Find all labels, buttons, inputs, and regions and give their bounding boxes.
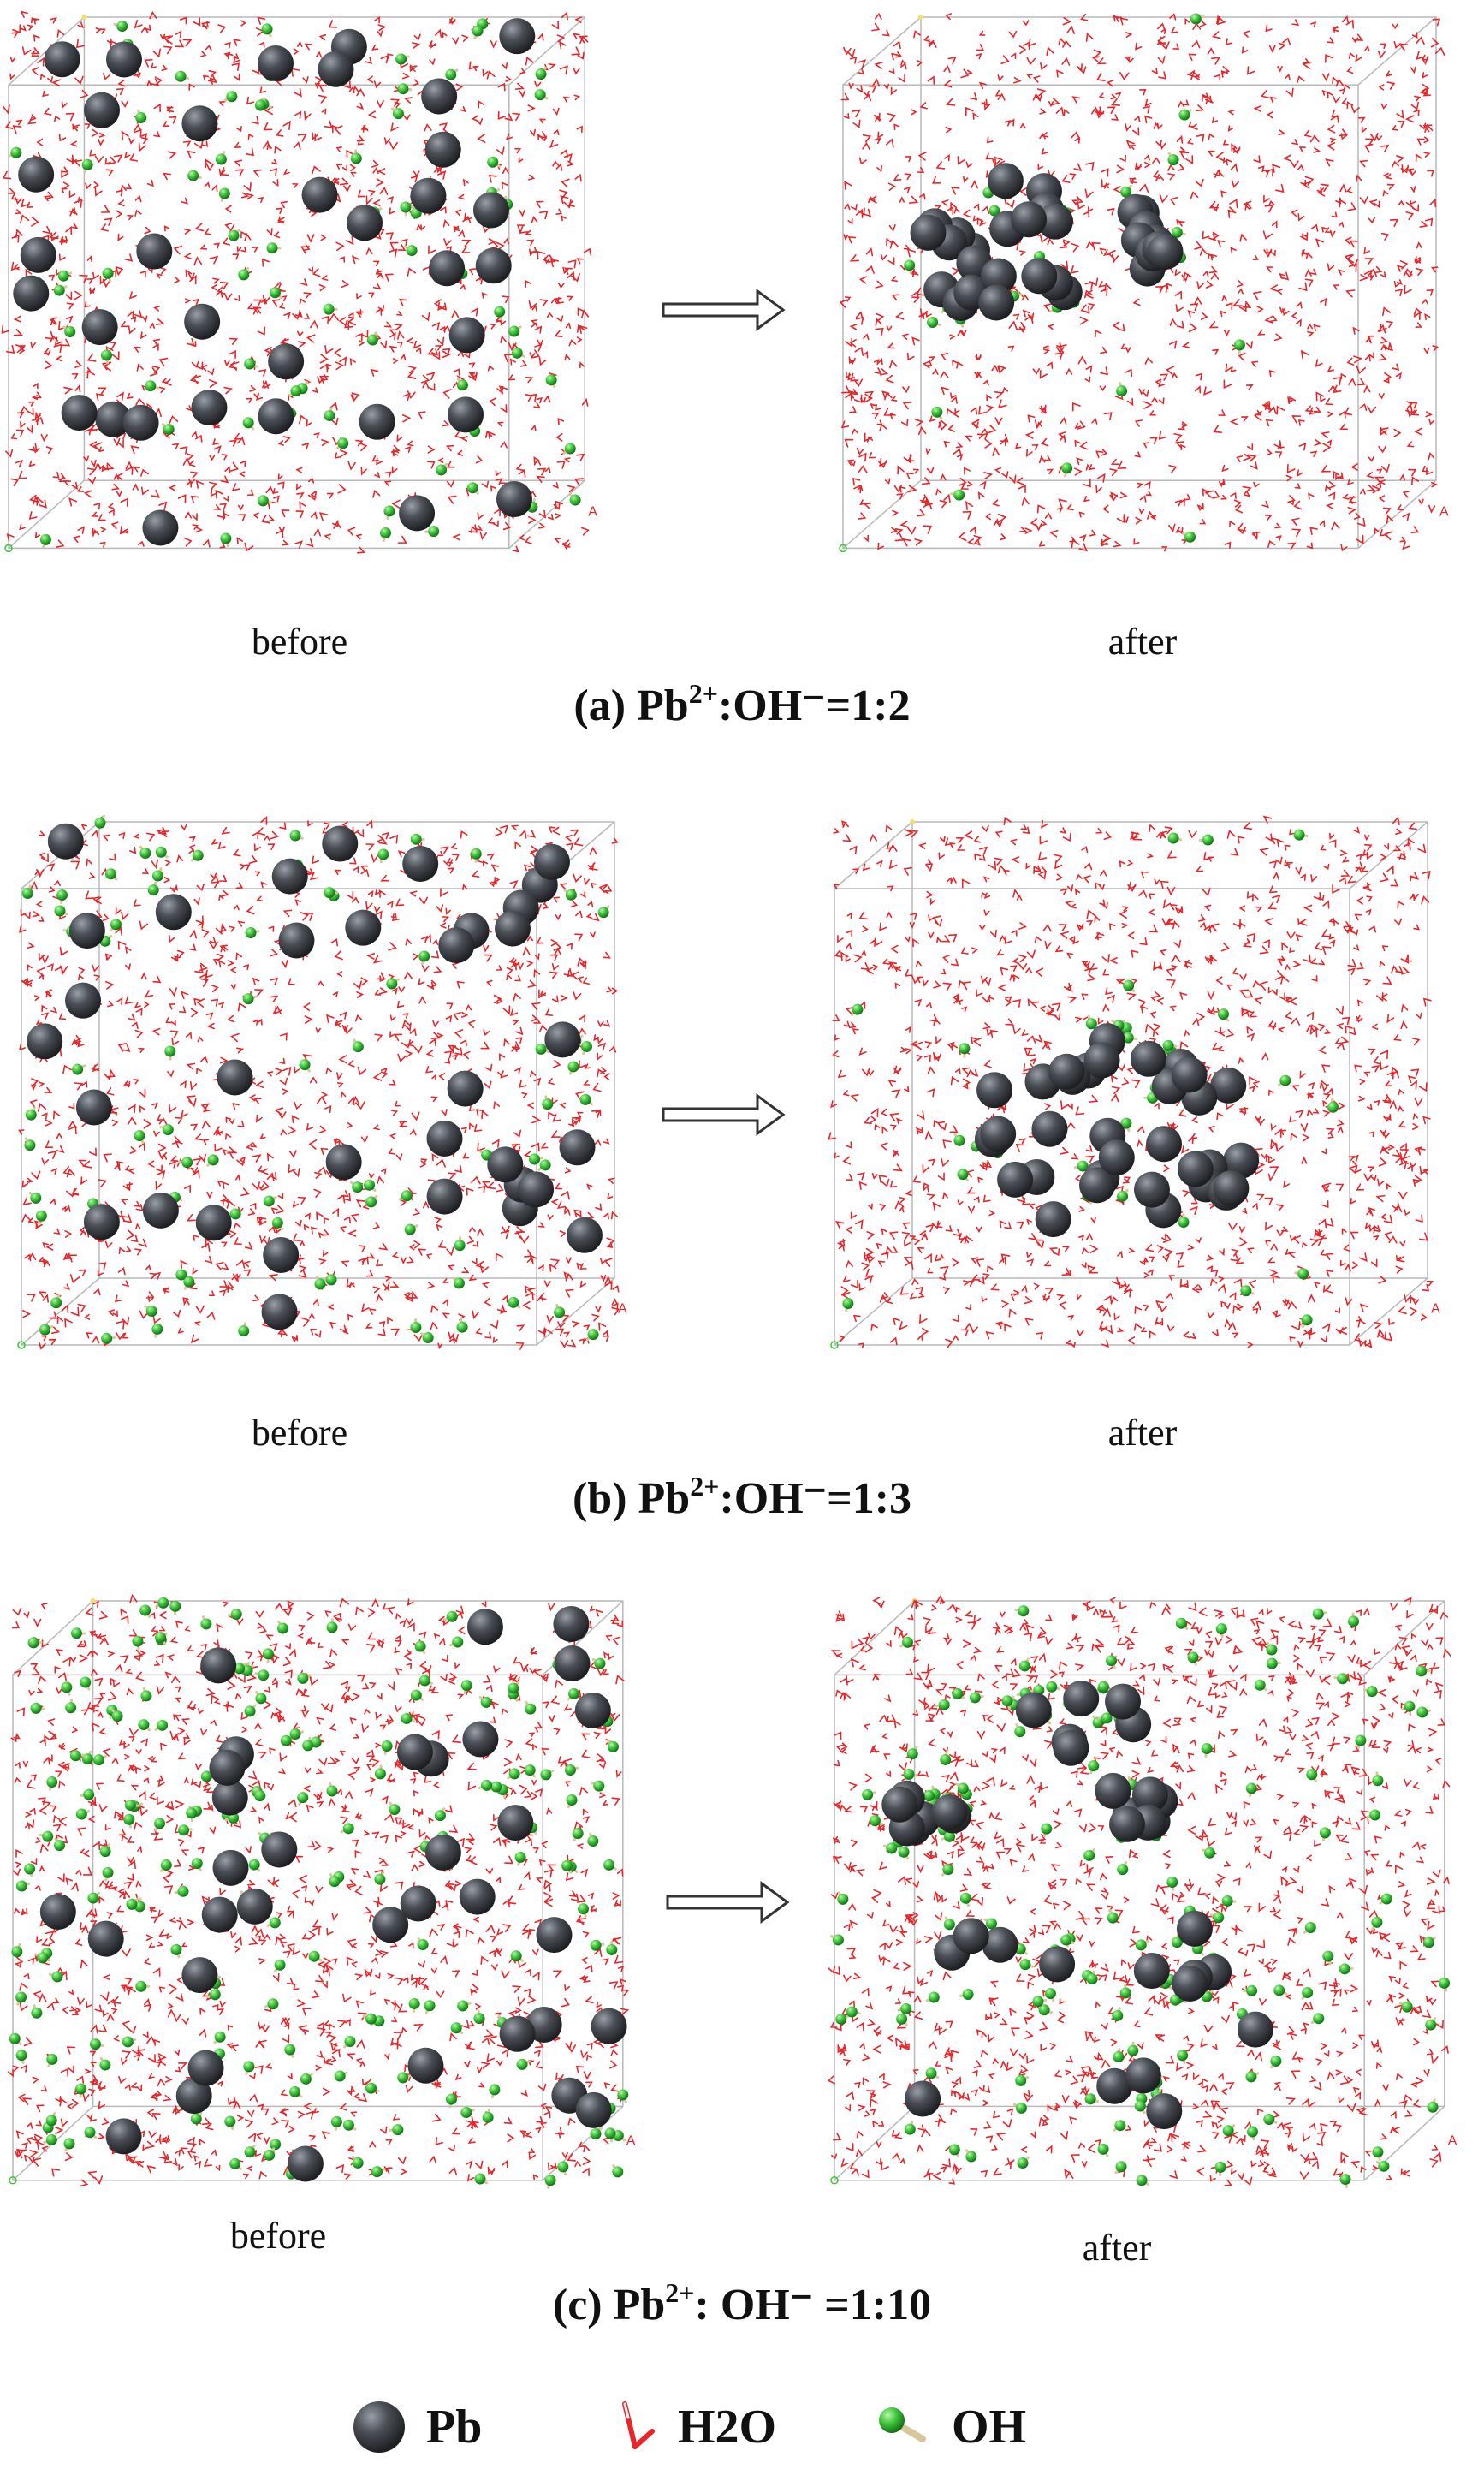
after-label: after [1107,1412,1178,1454]
before-label: before [251,621,348,663]
water-molecules [828,815,1434,1349]
lead-atoms [39,1606,627,2182]
after-box-c: A [827,1594,1457,2188]
legend-item-h2o: H2O [616,2389,776,2466]
water-molecules [1,10,592,554]
simulation-cell: A [9,1598,636,2185]
lead-atoms [13,18,536,546]
panel-b-title: (b) Pb2+:OH⁻=1:3 [572,1471,912,1523]
panel-b-figure: A A [17,814,1440,1350]
panel-a-title: (a) Pb2+:OH⁻=1:2 [573,678,911,730]
legend-item-oh: OH [873,2389,1026,2466]
before-box-b: A [17,814,627,1350]
hydroxide-icon [879,2407,926,2442]
axis-a-label: A [1439,505,1449,520]
legend-oh-label: OH [952,2401,1027,2454]
before-box-c: A [8,1593,636,2189]
water-molecule-icon [622,2401,655,2449]
legend-pb-label: Pb [426,2401,483,2454]
panel-a-figure: A A [1,10,1449,554]
before-label: before [251,1412,348,1454]
panel-c-title: (c) Pb2+: OH⁻ =1:10 [552,2277,932,2329]
lead-atoms [910,163,1184,321]
axis-a-label: A [588,505,597,520]
lead-atoms [27,823,603,1330]
lead-atoms [974,1023,1260,1238]
transition-arrow [662,1093,786,1136]
lead-atoms [881,1681,1273,2130]
after-label: after [1082,2227,1152,2269]
axis-a-label: A [618,1302,627,1317]
panel-c-figure: A A [8,1593,1457,2189]
simulation-cell: A [4,15,597,553]
transition-arrow [662,289,786,331]
legend-item-pb: Pb [351,2389,482,2466]
before-label: before [229,2215,327,2257]
legend-h2o-label: H2O [678,2401,777,2454]
legend: Pb H2O OH [0,2389,1484,2466]
water-molecules [8,1593,630,2187]
axis-a-label: A [1431,1302,1440,1317]
pb-atom-icon [353,2401,405,2453]
after-box-b: A [828,815,1440,1349]
transition-arrow [666,1881,790,1924]
before-box-a: A [1,10,597,554]
simulation-cell: A [830,819,1440,1349]
after-box-a: A [839,12,1449,553]
axis-a-label: A [626,2133,636,2148]
axis-a-label: A [1448,2133,1457,2148]
after-label: after [1107,621,1178,663]
